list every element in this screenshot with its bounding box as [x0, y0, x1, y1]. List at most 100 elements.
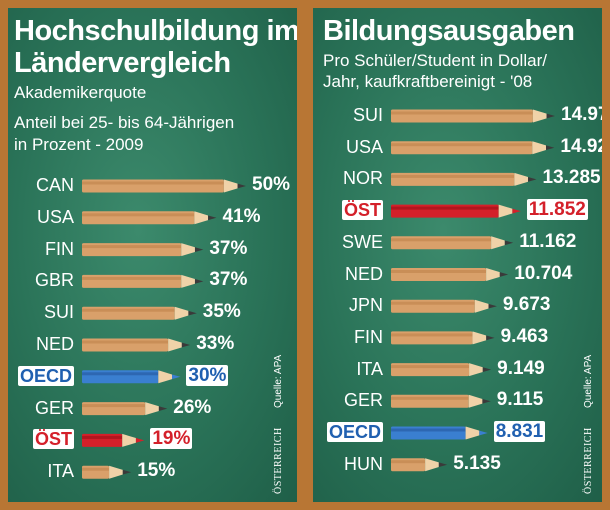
category-label: JPN — [313, 295, 383, 316]
value-label: 11.852 — [526, 199, 588, 221]
pencil-wood-tip — [491, 236, 505, 250]
category-label-text: JPN — [348, 295, 383, 316]
category-label-text: CAN — [35, 175, 74, 195]
pencil-body — [391, 109, 533, 123]
category-label: GER — [313, 390, 383, 411]
pencil-bar-2 — [391, 172, 537, 186]
pencil-lead — [528, 177, 537, 182]
category-label: ÖST — [8, 429, 74, 450]
value-label: 50% — [252, 174, 290, 196]
pencil-lead — [546, 113, 555, 119]
pencil-stripe — [82, 181, 224, 185]
pencil-stripe — [391, 396, 469, 400]
value-label: 8.831 — [493, 421, 546, 443]
pencil-lead — [237, 183, 246, 189]
value-label: 26% — [173, 397, 211, 419]
pencil-bar-8 — [82, 433, 145, 447]
pencil-stripe — [82, 276, 182, 280]
category-label-text: FIN — [354, 326, 383, 347]
left-subtitle: Akademikerquote — [14, 83, 147, 102]
value-label-text: 14.923 — [560, 135, 602, 157]
pencil-stripe — [82, 404, 146, 408]
category-label-text: ITA — [356, 358, 383, 379]
pencil-wood-tip — [223, 179, 238, 193]
pencil-stripe — [82, 245, 182, 249]
category-label-text: USA — [345, 136, 383, 157]
value-label-text: 37% — [209, 269, 248, 291]
value-label: 9.673 — [503, 294, 551, 316]
pencil-wood-tip — [174, 306, 189, 320]
value-label: 9.463 — [501, 326, 549, 348]
pencil-stripe — [82, 340, 169, 344]
category-label: USA — [8, 207, 74, 228]
category-label: USA — [313, 137, 383, 158]
value-label-text: 9.149 — [497, 357, 545, 379]
pencil-lead — [488, 303, 497, 309]
right-description-line1: Pro Schüler/Student in Dollar/ — [323, 51, 547, 70]
value-label-text: 13.285 — [542, 167, 601, 189]
category-label: NED — [8, 334, 74, 355]
pencil-lead — [482, 398, 491, 404]
pencil-bar-5 — [82, 338, 191, 352]
pencil-bar-6 — [391, 299, 497, 313]
pencil-lead — [504, 240, 514, 246]
pencil-lead — [479, 430, 488, 436]
right-chalkboard: Bildungsausgaben Pro Schüler/Student in … — [305, 0, 610, 510]
category-label: ITA — [313, 359, 383, 380]
pencil-stripe — [82, 435, 123, 439]
value-label-text: 15% — [137, 460, 176, 482]
value-label-text: 10.704 — [514, 262, 573, 284]
pencil-body — [82, 274, 182, 288]
pencil-body — [82, 211, 195, 225]
category-label: NOR — [313, 168, 383, 189]
pencil-stripe — [391, 333, 473, 337]
pencil-bar-8 — [391, 363, 492, 377]
pencil-body — [391, 299, 475, 313]
pencil-wood-tip — [486, 268, 500, 281]
pencil-body — [82, 243, 182, 257]
pencil-bar-3 — [82, 274, 204, 288]
category-label: FIN — [8, 239, 74, 260]
category-label-text: GER — [34, 397, 74, 418]
pencil-bar-0 — [391, 109, 555, 123]
category-label-text: OECD — [326, 422, 383, 442]
pencil-stripe — [82, 467, 110, 471]
right-title: Bildungsausgaben — [323, 15, 575, 47]
pencil-stripe — [391, 143, 533, 147]
value-label: 14.977 — [561, 104, 602, 126]
pencil-lead — [486, 335, 495, 341]
pencil-lead — [135, 438, 145, 443]
left-chalkboard: Hochschulbildung im Ländervergleich Akad… — [0, 0, 305, 510]
pencil-body — [391, 426, 466, 440]
pencil-wood-tip — [498, 204, 513, 218]
pencil-wood-tip — [158, 370, 173, 384]
category-label-text: NED — [344, 263, 383, 284]
pencil-wood-tip — [468, 394, 483, 408]
pencil-stripe — [82, 308, 175, 312]
category-label: CAN — [8, 175, 74, 196]
category-label-text: SWE — [341, 231, 383, 252]
pencil-lead — [122, 469, 132, 475]
value-label-text: 11.162 — [519, 230, 577, 252]
pencil-bar-1 — [391, 141, 555, 155]
pencil-wood-tip — [474, 299, 489, 313]
category-label-text: USA — [36, 206, 74, 227]
value-label-text: 8.831 — [493, 421, 546, 442]
pencil-body — [391, 236, 492, 250]
pencil-stripe — [391, 460, 426, 464]
category-label: SUI — [8, 302, 74, 323]
value-label: 5.135 — [453, 453, 501, 475]
category-label: NED — [313, 264, 383, 285]
pencil-stripe — [391, 301, 475, 305]
pencil-bar-4 — [391, 236, 514, 250]
value-label: 13.285 — [542, 167, 600, 189]
pencil-wood-tip — [122, 433, 136, 447]
category-label-text: ÖST — [32, 429, 74, 450]
right-source-label: Quelle: APA — [583, 354, 594, 408]
value-label: 9.149 — [497, 358, 545, 380]
value-label: 14.923 — [560, 136, 602, 158]
value-label: 9.115 — [497, 389, 544, 411]
pencil-bar-10 — [391, 426, 488, 440]
pencil-body — [391, 394, 469, 408]
pencil-body — [391, 172, 515, 186]
